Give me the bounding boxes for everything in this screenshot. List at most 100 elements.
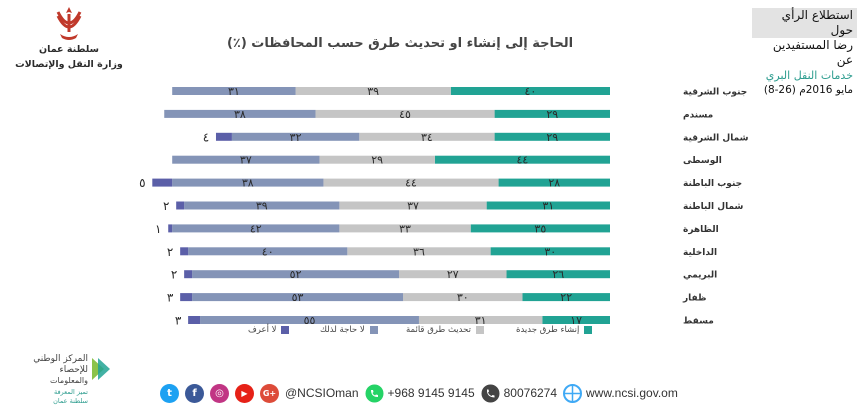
bar-segment-series-2	[231, 132, 360, 141]
survey-info: استطلاع الرأي حول رضا المستفيدين عن خدما…	[752, 8, 857, 98]
data-label: ٤٤	[405, 177, 417, 190]
ncsi-tagline-country: سلطنة عمان	[53, 397, 88, 405]
data-label: ٢٩	[371, 154, 383, 167]
ministry-name: وزارة النقل والإتصالات	[15, 59, 123, 70]
bar-segment-series-3	[180, 247, 189, 256]
ministry-logo: سلطنة عمان وزارة النقل والإتصالات	[14, 4, 124, 84]
bar-segment-series-0	[486, 201, 610, 210]
bar-segment-series-2	[164, 109, 316, 118]
bar-segment-series-3	[168, 224, 173, 233]
whatsapp-number[interactable]: +968 9145 9145	[387, 386, 475, 400]
bar-row: ٤٤ ٢٩ ٣٧ الوسطى	[172, 154, 722, 167]
data-label: ٣٠	[544, 245, 556, 258]
data-label: ٢٢	[560, 291, 572, 304]
category-label: الوسطى	[683, 156, 722, 166]
survey-service: خدمات النقل البري	[765, 69, 853, 82]
category-label: مسندم	[683, 110, 713, 120]
phone-number[interactable]: 80076274	[503, 386, 558, 400]
data-label-outside: ٢	[171, 268, 177, 282]
bar-row: ٢٩ ٣٤ ٣٢ ٤ شمال الشرقية	[203, 130, 749, 144]
bar-segment-series-1	[323, 178, 499, 187]
legend-no-need: لا حاجة لذلك	[320, 322, 378, 338]
bar-segment-series-1	[347, 247, 491, 256]
data-label-outside: ١	[155, 222, 161, 236]
bar-segment-series-0	[494, 132, 610, 141]
data-label: ٣٢	[290, 131, 302, 144]
bar-segment-series-1	[319, 155, 435, 164]
data-label-outside: ٥	[139, 176, 145, 190]
bar-segment-series-1	[339, 201, 487, 210]
survey-title: استطلاع الرأي حول	[752, 8, 857, 38]
data-label: ٢٨	[548, 177, 560, 190]
bar-row: ٢٢ ٣٠ ٥٣ ٣ ظفار	[167, 291, 707, 305]
data-label: ٤٠	[262, 245, 274, 258]
data-label: ٥٥	[304, 314, 316, 327]
instagram-icon[interactable]: ◎	[210, 383, 229, 403]
ncsi-logo: المركز الوطني للإحصاء والمعلومات تميز ال…	[22, 354, 122, 405]
contact-bar: t f ◎ ▶ G+ @NCSIOman +968 9145 9145 8007…	[160, 382, 684, 404]
legend-label-new-roads: إنشاء طرق جديدة	[516, 325, 580, 335]
data-label: ٣٧	[240, 154, 252, 167]
category-label: الداخلية	[683, 248, 717, 258]
legend-label-dont-know: لا أعرف	[248, 325, 277, 335]
data-label: ٣٦	[413, 245, 425, 258]
data-label: ١٧	[570, 314, 582, 327]
category-label: مسقط	[683, 317, 714, 327]
legend-label-update-roads: تحديث طرق قائمة	[406, 325, 471, 335]
bar-row: ٢٩ ٤٥ ٣٨ مسندم	[164, 108, 713, 121]
data-label: ٤٠	[524, 85, 536, 98]
ncsi-line2: للإحصاء	[59, 365, 88, 375]
data-label: ٤٥	[399, 108, 411, 121]
bar-segment-series-0	[542, 316, 610, 324]
bar-segment-series-2	[172, 87, 296, 95]
oman-emblem-icon	[56, 7, 82, 40]
ncsi-line3: والمعلومات	[49, 376, 88, 385]
bar-segment-series-3	[188, 316, 201, 324]
data-label: ٣٤	[421, 131, 433, 144]
bar-segment-series-2	[184, 201, 340, 210]
bar-segment-series-1	[315, 109, 495, 118]
data-label-outside: ٣	[167, 291, 174, 305]
bar-row: ١٧ ٣١ ٥٥ ٣ مسقط	[175, 314, 714, 328]
bar-segment-series-2	[200, 316, 419, 324]
data-label: ٤٢	[250, 222, 262, 235]
bar-segment-series-1	[403, 293, 523, 302]
legend-swatch-dont-know	[281, 326, 290, 334]
website-link[interactable]: www.ncsi.gov.om	[586, 386, 678, 400]
bar-segment-series-1	[359, 132, 495, 141]
data-label: ٣١	[475, 314, 487, 327]
bar-segment-series-0	[450, 87, 610, 95]
data-label: ٣٣	[399, 222, 411, 235]
bar-segment-series-2	[188, 247, 348, 256]
category-label: البريمي	[683, 271, 717, 281]
chart-title: الحاجة إلى إنشاء او تحديث طرق حسب المحاف…	[226, 36, 574, 51]
legend-swatch-no-need	[369, 326, 378, 334]
legend-update-roads: تحديث طرق قائمة	[406, 322, 484, 338]
google-plus-icon[interactable]: G+	[260, 383, 279, 403]
phone-icon	[481, 384, 500, 403]
youtube-icon[interactable]: ▶	[235, 383, 254, 403]
data-label: ٣٨	[234, 108, 246, 121]
category-label: جنوب الباطنة	[683, 179, 742, 189]
bar-segment-series-0	[470, 224, 610, 233]
data-label: ٣٥	[534, 222, 546, 235]
ncsi-line1: المركز الوطني	[33, 354, 88, 364]
data-label: ٥٣	[292, 291, 304, 304]
social-handle[interactable]: @NCSIOman	[285, 386, 359, 400]
bar-segment-series-0	[434, 155, 610, 164]
facebook-icon[interactable]: f	[185, 383, 204, 403]
bar-row: ٤٠ ٣٩ ٣١ جنوب الشرقية	[172, 85, 747, 98]
bar-segment-series-0	[498, 178, 610, 187]
twitter-icon[interactable]: t	[160, 383, 179, 403]
bar-segment-series-3	[215, 132, 232, 141]
bar-segment-series-2	[192, 293, 404, 302]
bar-segment-series-1	[399, 270, 507, 279]
data-label: ٢٧	[447, 268, 459, 281]
data-label: ٢٩	[546, 108, 558, 121]
bar-segment-series-0	[522, 293, 610, 302]
ncsi-logo-icon	[92, 358, 110, 380]
data-label: ٢٦	[552, 268, 564, 281]
data-label: ٣١	[542, 200, 554, 213]
survey-subtitle: رضا المستفيدين عن	[772, 38, 853, 67]
